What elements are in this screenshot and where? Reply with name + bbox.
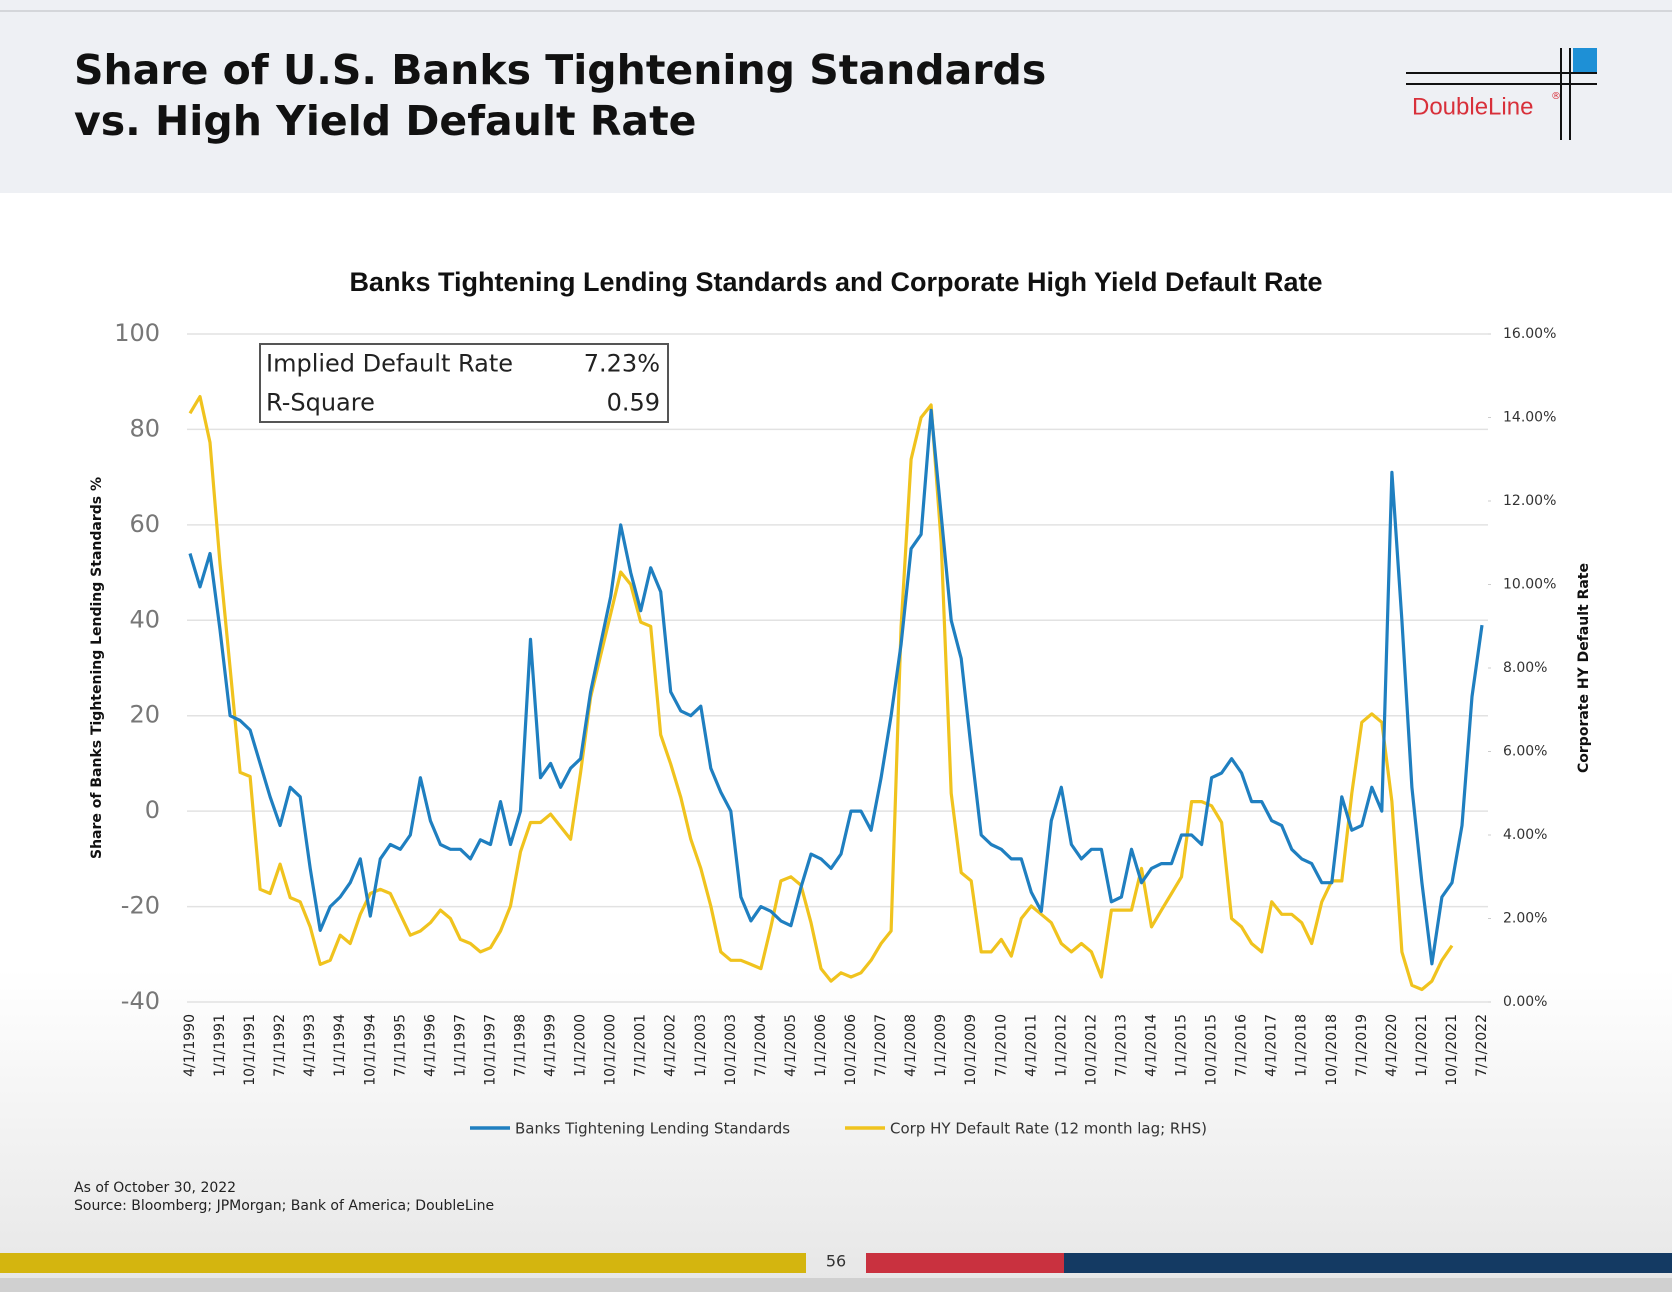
y-tick-label: 100 xyxy=(114,319,160,347)
x-tick-label: 10/1/2000 xyxy=(603,1014,619,1086)
logo-square xyxy=(1573,48,1597,72)
chart-title: Banks Tightening Lending Standards and C… xyxy=(349,267,1322,297)
x-tick-label: 7/1/2007 xyxy=(873,1014,889,1077)
x-tick-label: 4/1/1996 xyxy=(422,1014,438,1077)
y2-tick-label: 4.00% xyxy=(1503,827,1547,843)
footer-bar-red xyxy=(866,1253,1064,1273)
page-number: 56 xyxy=(826,1252,846,1271)
slide-title: Share of U.S. Banks Tightening Standards xyxy=(74,46,1046,94)
x-tick-label: 1/1/2015 xyxy=(1174,1014,1190,1077)
y2-tick-label: 14.00% xyxy=(1503,410,1556,426)
footer-bar-yellow xyxy=(0,1253,806,1273)
x-tick-label: 10/1/2009 xyxy=(963,1014,979,1086)
y-tick-label: 60 xyxy=(129,510,160,538)
x-tick-label: 4/1/2002 xyxy=(663,1014,679,1077)
x-tick-label: 10/1/2012 xyxy=(1083,1014,1099,1086)
x-tick-label: 1/1/2006 xyxy=(813,1014,829,1077)
y-tick-label: -20 xyxy=(121,892,160,920)
x-tick-label: 7/1/2004 xyxy=(753,1014,769,1077)
as-of-note: As of October 30, 2022 xyxy=(74,1180,236,1196)
series-line xyxy=(188,408,1484,966)
annotation-label: R-Square xyxy=(266,389,375,417)
annotation-box xyxy=(259,343,669,423)
x-tick-label: 1/1/2012 xyxy=(1053,1014,1069,1077)
x-tick-label: 4/1/1990 xyxy=(182,1014,198,1077)
y2-axis-title: Corporate HY Default Rate xyxy=(1576,563,1592,773)
x-tick-label: 1/1/2021 xyxy=(1414,1014,1430,1077)
y-axis-title: Share of Banks Tightening Lending Standa… xyxy=(89,477,105,859)
x-tick-label: 4/1/2005 xyxy=(783,1014,799,1077)
y2-tick-label: 6.00% xyxy=(1503,744,1547,760)
logo-text: DoubleLine xyxy=(1412,93,1533,120)
y2-tick-label: 10.00% xyxy=(1503,577,1556,593)
x-tick-label: 10/1/2018 xyxy=(1324,1014,1340,1086)
x-tick-label: 7/1/2013 xyxy=(1113,1014,1129,1077)
y2-tick-label: 8.00% xyxy=(1503,660,1547,676)
y-tick-label: 80 xyxy=(129,414,160,442)
x-tick-label: 4/1/2008 xyxy=(903,1014,919,1077)
y-tick-label: 0 xyxy=(145,796,160,824)
x-tick-label: 10/1/1997 xyxy=(482,1014,498,1086)
x-tick-label: 7/1/1998 xyxy=(513,1014,529,1077)
bottom-strip xyxy=(0,1278,1672,1292)
x-tick-label: 7/1/2001 xyxy=(633,1014,649,1077)
y2-tick-label: 2.00% xyxy=(1503,911,1547,927)
x-tick-label: 7/1/2022 xyxy=(1474,1014,1490,1077)
source-note: Source: Bloomberg; JPMorgan; Bank of Ame… xyxy=(74,1198,494,1214)
slide-title: vs. High Yield Default Rate xyxy=(74,97,697,145)
x-tick-label: 7/1/1992 xyxy=(272,1014,288,1077)
header-band xyxy=(0,0,1672,193)
y-tick-label: 20 xyxy=(129,701,160,729)
footer-bar-navy xyxy=(1064,1253,1672,1273)
y-tick-label: 40 xyxy=(129,605,160,633)
x-tick-label: 1/1/2003 xyxy=(693,1014,709,1077)
x-tick-label: 4/1/1999 xyxy=(543,1014,559,1077)
y2-tick-label: 16.00% xyxy=(1503,326,1556,342)
x-tick-label: 7/1/1995 xyxy=(392,1014,408,1077)
x-tick-label: 4/1/2011 xyxy=(1023,1014,1039,1077)
x-tick-label: 10/1/1994 xyxy=(362,1014,378,1086)
x-tick-label: 4/1/2017 xyxy=(1264,1014,1280,1077)
annotation-label: Implied Default Rate xyxy=(266,350,513,378)
legend-label: Corp HY Default Rate (12 month lag; RHS) xyxy=(890,1120,1207,1138)
x-tick-label: 10/1/2021 xyxy=(1444,1014,1460,1086)
y-tick-label: -40 xyxy=(121,987,160,1015)
x-tick-label: 1/1/2000 xyxy=(573,1014,589,1077)
logo-mark: ® xyxy=(1551,91,1561,102)
x-tick-label: 10/1/1991 xyxy=(242,1014,258,1086)
x-tick-label: 1/1/1991 xyxy=(212,1014,228,1077)
x-tick-label: 4/1/2020 xyxy=(1384,1014,1400,1077)
x-tick-label: 4/1/1993 xyxy=(302,1014,318,1077)
x-tick-label: 4/1/2014 xyxy=(1143,1014,1159,1077)
series-line xyxy=(188,395,1454,992)
x-tick-label: 10/1/2003 xyxy=(723,1014,739,1086)
annotation-value: 0.59 xyxy=(607,389,660,417)
x-tick-label: 7/1/2016 xyxy=(1234,1014,1250,1077)
x-tick-label: 1/1/1997 xyxy=(452,1014,468,1077)
y2-tick-label: 0.00% xyxy=(1503,994,1547,1010)
x-tick-label: 7/1/2019 xyxy=(1354,1014,1370,1077)
x-tick-label: 1/1/1994 xyxy=(332,1014,348,1077)
x-tick-label: 10/1/2006 xyxy=(843,1014,859,1086)
annotation-value: 7.23% xyxy=(584,350,660,378)
x-tick-label: 7/1/2010 xyxy=(993,1014,1009,1077)
x-tick-label: 10/1/2015 xyxy=(1204,1014,1220,1086)
x-tick-label: 1/1/2018 xyxy=(1294,1014,1310,1077)
y2-tick-label: 12.00% xyxy=(1503,493,1556,509)
x-tick-label: 1/1/2009 xyxy=(933,1014,949,1077)
logo: DoubleLine ® xyxy=(1406,48,1597,140)
legend-label: Banks Tightening Lending Standards xyxy=(515,1120,790,1138)
